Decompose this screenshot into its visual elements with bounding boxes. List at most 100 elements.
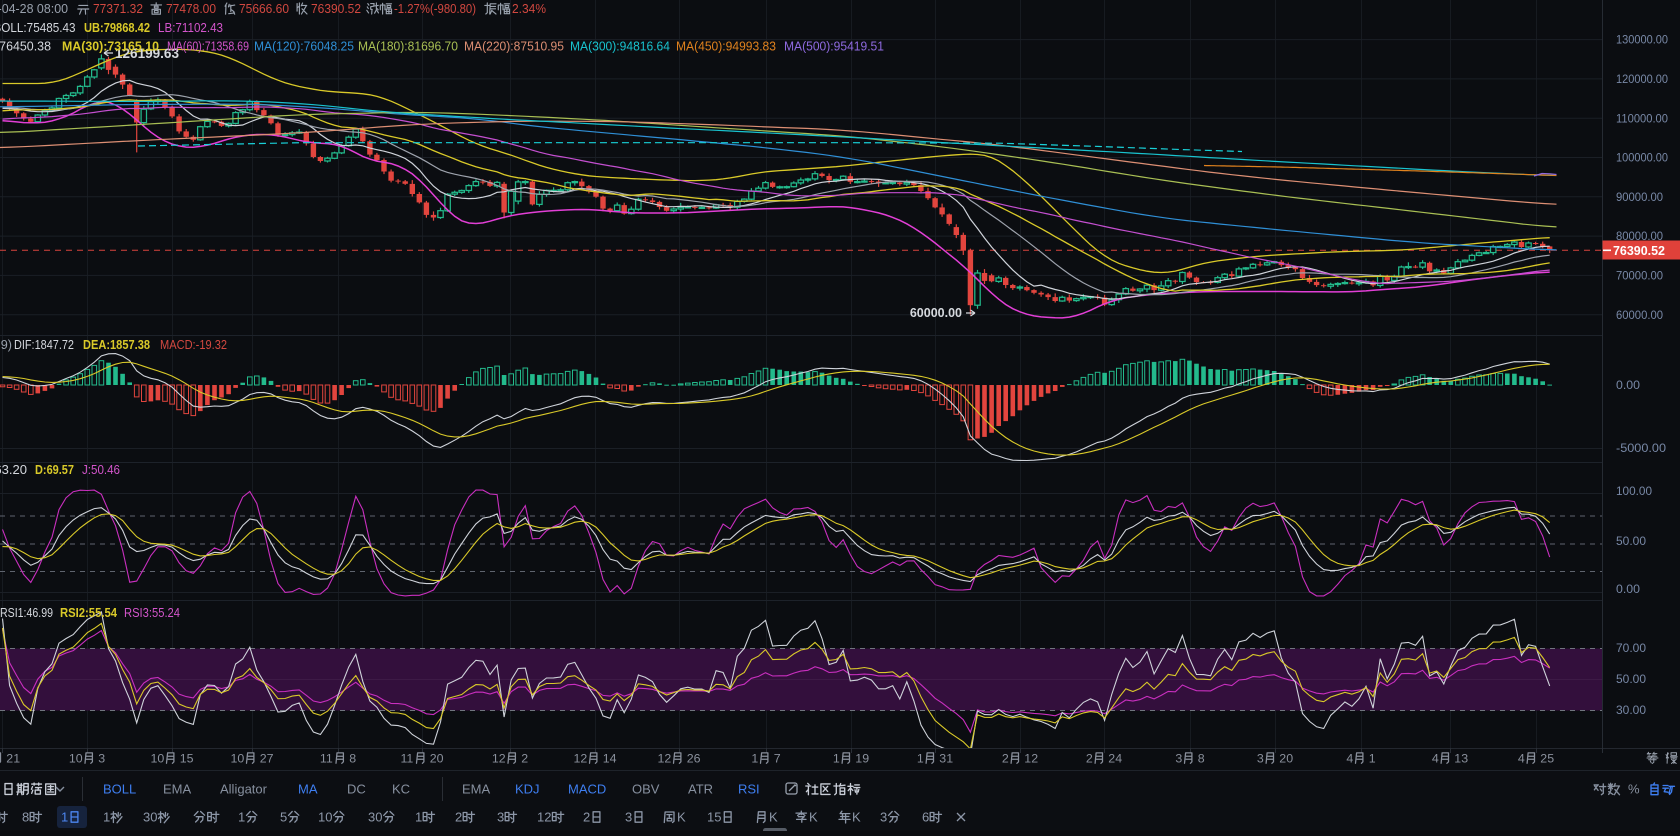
svg-text:1: 1: [751, 752, 758, 766]
svg-text:76390.52: 76390.52: [311, 2, 361, 16]
svg-text:10: 10: [318, 810, 332, 825]
svg-text:MA(180):81696.70: MA(180):81696.70: [358, 40, 458, 54]
svg-text:2: 2: [455, 810, 462, 825]
svg-text:3: 3: [1257, 752, 1264, 766]
svg-text:31: 31: [939, 752, 953, 766]
svg-text:60000.00: 60000.00: [1616, 309, 1663, 322]
svg-text:%: %: [1628, 782, 1640, 797]
svg-text:70000.00: 70000.00: [1616, 270, 1663, 283]
svg-text:K: K: [677, 810, 686, 825]
svg-text:12: 12: [657, 752, 671, 766]
svg-text:26: 26: [687, 752, 701, 766]
svg-text:100000.00: 100000.00: [1616, 152, 1668, 165]
svg-text:K: K: [809, 810, 818, 825]
svg-text:MA(500):95419.51: MA(500):95419.51: [784, 40, 884, 54]
svg-text:11: 11: [320, 752, 333, 766]
svg-text:1: 1: [917, 752, 924, 766]
svg-text:5: 5: [280, 810, 287, 825]
svg-text:2: 2: [583, 810, 590, 825]
svg-text:110000.00: 110000.00: [1616, 112, 1668, 125]
svg-text:21: 21: [6, 752, 20, 766]
svg-text:0.00: 0.00: [1616, 583, 1640, 596]
svg-text:MA(60):71358.69: MA(60):71358.69: [167, 40, 249, 54]
svg-text:LB:71102.43: LB:71102.43: [158, 21, 223, 35]
svg-text:K: K: [769, 810, 778, 825]
svg-text:50.00: 50.00: [1616, 535, 1646, 548]
svg-text:1: 1: [238, 810, 245, 825]
svg-text:13: 13: [1454, 752, 1468, 766]
svg-text:MA(220):87510.95: MA(220):87510.95: [464, 40, 564, 54]
svg-text:20: 20: [430, 752, 444, 766]
svg-text:MA(450):94993.83: MA(450):94993.83: [676, 40, 776, 54]
svg-text:14: 14: [603, 752, 617, 766]
svg-text:30.00: 30.00: [1616, 704, 1646, 717]
svg-text:2: 2: [521, 752, 528, 766]
svg-text:1: 1: [415, 810, 422, 825]
svg-text:75666.60: 75666.60: [239, 2, 289, 16]
svg-text:10: 10: [69, 752, 83, 766]
svg-text:BOLL: BOLL: [103, 782, 136, 797]
svg-text:3: 3: [625, 810, 632, 825]
svg-text:30: 30: [143, 810, 157, 825]
svg-text:1: 1: [1369, 752, 1376, 766]
svg-text:1: 1: [61, 810, 68, 825]
svg-text:8: 8: [22, 810, 29, 825]
svg-text:MA(120):76048.25: MA(120):76048.25: [254, 40, 354, 54]
svg-text:130000.00: 130000.00: [1616, 34, 1668, 47]
svg-text:RSI1:46.99: RSI1:46.99: [0, 606, 53, 620]
svg-text:ATR: ATR: [688, 782, 713, 797]
svg-text:2.34%: 2.34%: [512, 2, 546, 16]
svg-text:12: 12: [573, 752, 587, 766]
svg-text:2026-04-28 08:00: 2026-04-28 08:00: [0, 2, 68, 16]
svg-text:-5000.00: -5000.00: [1616, 442, 1666, 455]
svg-text:77371.32: 77371.32: [93, 2, 143, 16]
svg-text:MA: MA: [298, 782, 318, 797]
svg-text:8: 8: [1198, 752, 1205, 766]
svg-text:2: 2: [1086, 752, 1093, 766]
svg-text:3: 3: [98, 752, 105, 766]
svg-text:2: 2: [1002, 752, 1009, 766]
svg-text:0.00: 0.00: [1616, 379, 1640, 392]
svg-text:15: 15: [180, 752, 194, 766]
svg-text:77478.00: 77478.00: [166, 2, 216, 16]
svg-text:3: 3: [880, 810, 887, 825]
svg-text:KDJ(9,3,3) K:63.20: KDJ(9,3,3) K:63.20: [0, 463, 27, 477]
svg-text:100.00: 100.00: [1616, 485, 1652, 498]
svg-text:Alligator: Alligator: [220, 782, 268, 797]
svg-text:30: 30: [368, 810, 382, 825]
svg-text:KC: KC: [392, 782, 410, 797]
svg-text:120000.00: 120000.00: [1616, 73, 1668, 86]
svg-text:3: 3: [1175, 752, 1182, 766]
svg-text:MA(300):94816.64: MA(300):94816.64: [570, 40, 670, 54]
svg-text:8: 8: [349, 752, 356, 766]
svg-text:J:50.46: J:50.46: [82, 463, 120, 477]
svg-text:6: 6: [922, 810, 929, 825]
svg-text:50.00: 50.00: [1616, 673, 1646, 686]
svg-text:12: 12: [492, 752, 506, 766]
svg-text:MA(30):73165.10: MA(30):73165.10: [62, 40, 159, 54]
svg-text:BOLL:75485.43: BOLL:75485.43: [0, 21, 76, 35]
svg-text:UB:79868.42: UB:79868.42: [84, 21, 150, 35]
svg-text:DIF:1847.72: DIF:1847.72: [14, 338, 74, 352]
svg-text:4: 4: [1518, 752, 1525, 766]
svg-text:KDJ: KDJ: [515, 782, 540, 797]
svg-text:1: 1: [833, 752, 840, 766]
svg-text:12: 12: [537, 810, 551, 825]
svg-text:1: 1: [103, 810, 110, 825]
svg-text:OBV: OBV: [632, 782, 660, 797]
svg-text:10: 10: [150, 752, 164, 766]
svg-text:7: 7: [774, 752, 781, 766]
svg-text:76390.52: 76390.52: [1613, 243, 1665, 258]
svg-text:RSI2:55.54: RSI2:55.54: [60, 606, 117, 620]
svg-text:MACD(12,26,9): MACD(12,26,9): [0, 338, 12, 352]
svg-text:RSI3:55.24: RSI3:55.24: [124, 606, 180, 620]
svg-text:3: 3: [497, 810, 504, 825]
svg-text:12: 12: [1024, 752, 1038, 766]
svg-text:4: 4: [1346, 752, 1353, 766]
svg-text:27: 27: [260, 752, 274, 766]
svg-text:10: 10: [230, 752, 244, 766]
svg-text:4: 4: [1432, 752, 1439, 766]
svg-text:15: 15: [707, 810, 721, 825]
svg-text:EMA: EMA: [163, 782, 192, 797]
svg-text:RSI: RSI: [738, 782, 760, 797]
